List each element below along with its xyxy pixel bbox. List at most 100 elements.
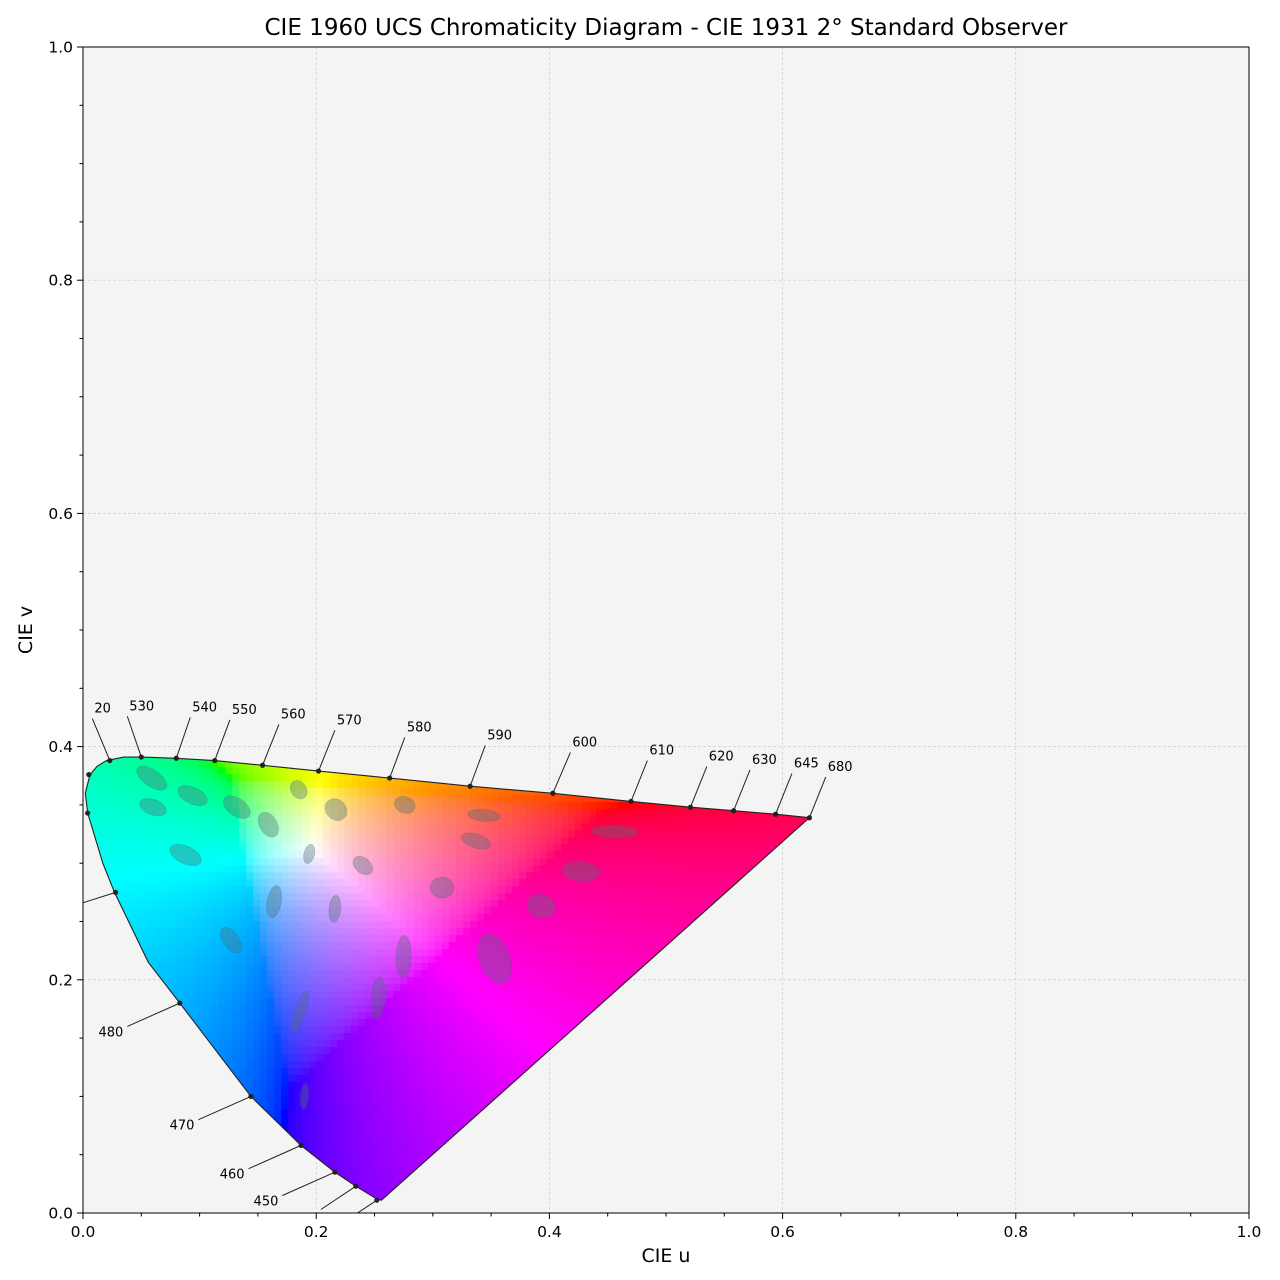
color-cell	[372, 948, 380, 957]
color-cell	[246, 1011, 254, 1020]
color-cell	[582, 927, 590, 936]
color-cell	[519, 1004, 527, 1013]
color-cell	[141, 857, 150, 866]
color-cell	[463, 1004, 471, 1013]
color-cell	[162, 822, 171, 831]
color-cell	[554, 1018, 562, 1027]
color-cell	[428, 1088, 436, 1096]
color-cell	[274, 1109, 282, 1117]
color-cell	[519, 913, 527, 922]
color-cell	[470, 864, 478, 873]
color-cell	[302, 1074, 310, 1082]
color-cell	[197, 1004, 206, 1013]
color-cell	[232, 920, 240, 929]
color-cell	[134, 885, 143, 894]
color-cell	[302, 955, 310, 964]
color-cell	[232, 857, 240, 866]
color-cell	[512, 1025, 520, 1034]
color-cell	[302, 969, 310, 978]
color-cell	[582, 941, 590, 950]
color-cell	[442, 976, 450, 985]
color-cell	[106, 759, 115, 768]
color-cell	[134, 794, 143, 803]
color-cell	[379, 871, 387, 880]
color-cell	[309, 899, 317, 908]
color-cell	[281, 864, 289, 873]
color-cell	[260, 1025, 268, 1034]
color-cell	[589, 822, 597, 831]
color-cell	[183, 969, 192, 978]
color-cell	[323, 913, 331, 922]
color-cell	[414, 1060, 422, 1069]
color-cell	[519, 836, 527, 845]
color-cell	[218, 920, 227, 929]
color-cell	[358, 1137, 366, 1145]
color-cell	[365, 1102, 373, 1110]
color-cell	[260, 948, 268, 957]
color-cell	[281, 969, 289, 978]
color-cell	[225, 773, 234, 782]
color-cell	[442, 1032, 450, 1041]
color-cell	[337, 1165, 345, 1173]
color-cell	[379, 1018, 387, 1027]
color-cell	[309, 1032, 317, 1041]
color-cell	[393, 885, 401, 894]
color-cell	[505, 1039, 513, 1048]
color-cell	[365, 948, 373, 957]
color-cell	[372, 955, 380, 964]
color-cell	[351, 920, 359, 929]
color-cell	[197, 913, 206, 922]
color-cell	[428, 955, 436, 964]
color-cell	[344, 1158, 352, 1166]
color-cell	[386, 836, 394, 845]
color-cell	[169, 801, 178, 810]
color-cell	[561, 822, 569, 831]
color-cell	[267, 941, 275, 950]
color-cell	[568, 941, 576, 950]
color-cell	[533, 892, 541, 901]
color-cell	[449, 857, 457, 866]
color-cell	[596, 808, 604, 817]
color-cell	[505, 1046, 513, 1055]
color-cell	[344, 1067, 352, 1076]
color-cell	[393, 1046, 401, 1055]
color-cell	[484, 1032, 492, 1041]
color-cell	[141, 780, 150, 789]
color-cell	[232, 892, 240, 901]
color-cell	[113, 787, 122, 796]
color-cell	[288, 948, 296, 957]
color-cell	[491, 1039, 499, 1048]
color-cell	[344, 1053, 352, 1062]
color-cell	[372, 1179, 380, 1187]
color-cell	[372, 878, 380, 887]
color-cell	[470, 1018, 478, 1027]
color-cell	[400, 906, 408, 915]
color-cell	[323, 1039, 331, 1048]
color-cell	[141, 899, 150, 908]
color-cell	[148, 829, 157, 838]
color-cell	[344, 1102, 352, 1110]
color-cell	[218, 829, 227, 838]
color-cell	[449, 969, 457, 978]
color-cell	[589, 815, 597, 824]
color-cell	[386, 941, 394, 950]
color-cell	[148, 815, 157, 824]
color-cell	[547, 1025, 555, 1034]
color-cell	[309, 885, 317, 894]
color-cell	[260, 1032, 268, 1041]
color-cell	[414, 983, 422, 992]
color-cell	[295, 829, 303, 838]
color-cell	[274, 955, 282, 964]
color-cell	[176, 850, 185, 859]
color-cell	[414, 976, 422, 985]
color-cell	[463, 990, 471, 999]
color-cell	[498, 878, 506, 887]
color-cell	[442, 843, 450, 852]
color-cell	[169, 843, 178, 852]
color-cell	[372, 1109, 380, 1117]
color-cell	[421, 1018, 429, 1027]
color-cell	[351, 864, 359, 873]
color-cell	[470, 843, 478, 852]
color-cell	[337, 1151, 345, 1159]
color-cell	[484, 892, 492, 901]
